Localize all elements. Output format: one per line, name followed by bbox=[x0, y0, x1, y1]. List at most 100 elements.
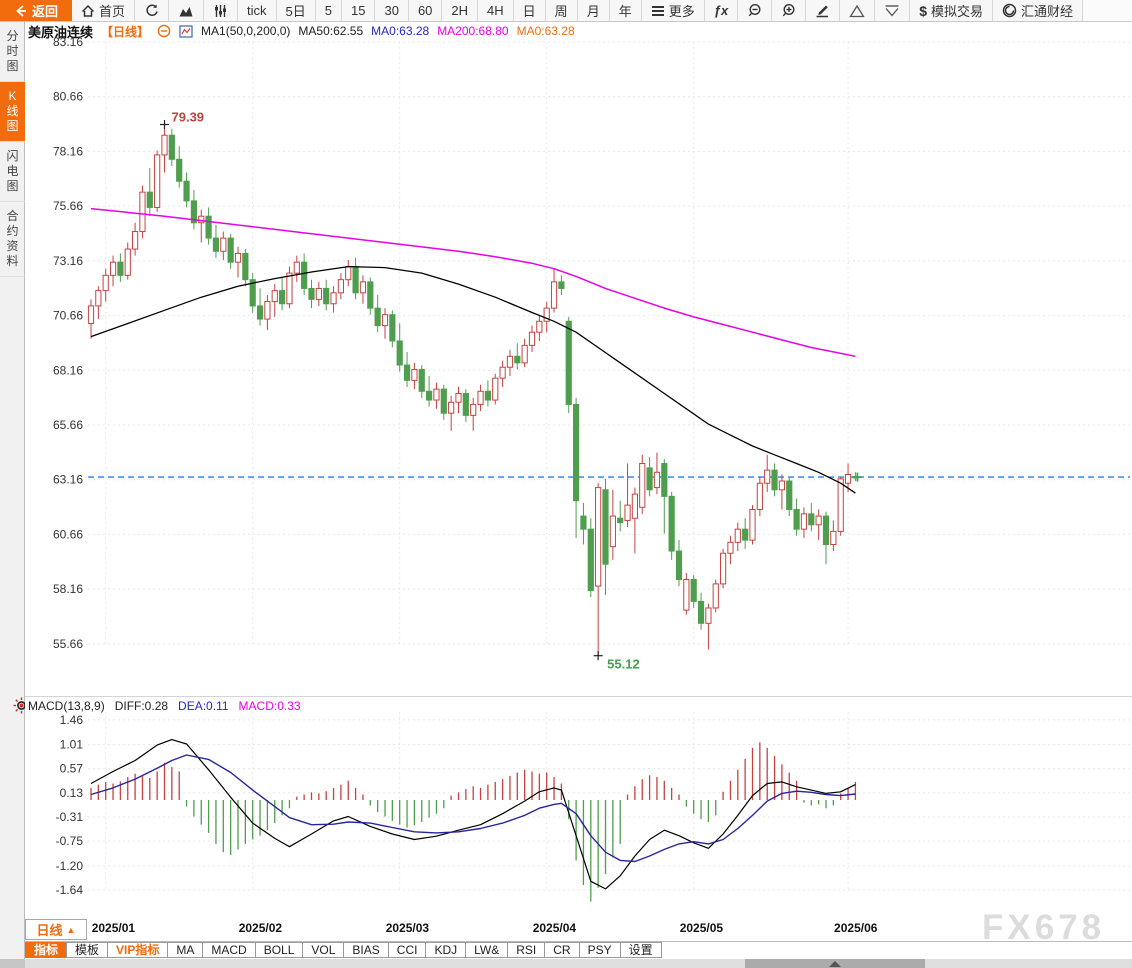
indicator-tab-指标[interactable]: 指标 bbox=[25, 942, 68, 958]
indicator-tab-CR[interactable]: CR bbox=[544, 942, 580, 958]
sidebar-item-time-share[interactable]: 分时图 bbox=[0, 22, 25, 82]
candle-body bbox=[455, 392, 462, 403]
toolbar-5d-button[interactable]: 5日 bbox=[276, 0, 316, 21]
candle-body bbox=[602, 489, 609, 565]
candle-body bbox=[124, 248, 131, 276]
candle-body bbox=[624, 504, 631, 521]
brand-icon bbox=[1002, 3, 1017, 18]
macd-name: MACD(13,8,9) bbox=[28, 699, 105, 713]
period-selector-label: 日线 bbox=[36, 923, 63, 938]
toolbar-tick-button[interactable]: tick bbox=[238, 0, 277, 21]
indicator-tab-RSI[interactable]: RSI bbox=[507, 942, 546, 958]
ma-legend-icon[interactable] bbox=[179, 24, 193, 38]
toolbar-sim-trade-button[interactable]: $ 模拟交易 bbox=[910, 0, 994, 21]
candle-body bbox=[227, 237, 234, 263]
indicator-tab-MA[interactable]: MA bbox=[167, 942, 204, 958]
toolbar-year-button[interactable]: 年 bbox=[609, 0, 642, 21]
candle-body bbox=[830, 530, 837, 546]
candle-body bbox=[587, 528, 594, 591]
horizontal-scrollbar[interactable] bbox=[0, 959, 1132, 968]
indicator-tab-MACD[interactable]: MACD bbox=[202, 942, 256, 958]
indicator-tab-PSY[interactable]: PSY bbox=[578, 942, 621, 958]
scrollbar-thumb[interactable] bbox=[745, 959, 925, 968]
toolbar-min60-button[interactable]: 60 bbox=[408, 0, 443, 21]
toolbar-zoom-in-button[interactable] bbox=[772, 0, 807, 21]
indicator-tab-BIAS[interactable]: BIAS bbox=[343, 942, 389, 958]
indicator-toolbar: 指标 模板 VIP指标 MA MACD BOLL VOL BIAS CCI KDJ LW& RSI CR… bbox=[25, 942, 1132, 959]
candle-body bbox=[697, 600, 705, 624]
x-axis-label: 2025/03 bbox=[385, 921, 430, 935]
toolbar-min5-button[interactable]: 5 bbox=[315, 0, 342, 21]
toolbar-h2-button[interactable]: 2H bbox=[442, 0, 479, 21]
indicator-tab-模板[interactable]: 模板 bbox=[66, 942, 109, 958]
toolbar-triangle-down-button[interactable] bbox=[875, 0, 911, 21]
toolbar-back-button[interactable]: 返回 bbox=[0, 0, 73, 21]
toolbar-day-label: 日 bbox=[522, 4, 536, 19]
sidebar-item-contract-info[interactable]: 合约资料 bbox=[0, 202, 25, 277]
indicator-tab-BOLL[interactable]: BOLL bbox=[254, 942, 304, 958]
toolbar-fx678-brand-button[interactable]: 汇通财经 bbox=[993, 0, 1084, 21]
candle-body bbox=[470, 403, 477, 416]
chart-canvas[interactable]: 83.16 80.66 78.16 75.66 73.16 70.66 68.16 65.66… bbox=[25, 22, 1132, 918]
toolbar-refresh-button[interactable] bbox=[135, 0, 170, 21]
macd-dea-line bbox=[90, 754, 856, 863]
toolbar-tick-label: tick bbox=[247, 3, 267, 18]
toolbar-home-button[interactable]: 首页 bbox=[72, 0, 136, 21]
candle-body bbox=[675, 550, 683, 581]
candle-body bbox=[653, 471, 661, 489]
y-axis-label: 70.66 bbox=[53, 309, 83, 323]
sidebar-item-label: K线图 bbox=[6, 89, 19, 133]
toolbar-area-chart-button[interactable] bbox=[169, 0, 205, 21]
candle-body bbox=[190, 200, 198, 224]
toolbar-min30-label: 30 bbox=[384, 3, 399, 18]
candle-body bbox=[205, 215, 212, 239]
toolbar-zoom-out-button[interactable] bbox=[738, 0, 773, 21]
candle-body bbox=[440, 388, 447, 414]
indicator-tab-VIP指标[interactable]: VIP指标 bbox=[107, 942, 169, 958]
toolbar-candle-settings-button[interactable] bbox=[204, 0, 239, 21]
indicator-tab-CCI[interactable]: CCI bbox=[387, 942, 427, 958]
period-selector-button[interactable]: 日线 ▲ bbox=[25, 919, 87, 940]
toolbar-triangle-up-button[interactable] bbox=[840, 0, 876, 21]
y-axis-label: 83.16 bbox=[53, 35, 83, 49]
toolbar-sim-trade-label: 模拟交易 bbox=[931, 4, 984, 19]
candle-body bbox=[764, 469, 771, 484]
indicator-tab-设置[interactable]: 设置 bbox=[619, 942, 662, 958]
candle-body bbox=[646, 467, 653, 491]
toolbar-h4-button[interactable]: 4H bbox=[478, 0, 514, 21]
toolbar-year-label: 年 bbox=[618, 4, 632, 19]
macd-diff-line bbox=[90, 738, 856, 890]
ma0-blue-value: MA0:63.28 bbox=[371, 24, 430, 38]
toolbar-fx-tools-button[interactable]: ƒx bbox=[704, 0, 739, 21]
toolbar-draw-button[interactable] bbox=[806, 0, 841, 21]
macd-header: MACD(13,8,9) DIFF:0.28 DEA:0.11 MACD:0.3… bbox=[28, 698, 301, 714]
collapse-circle-icon[interactable] bbox=[157, 24, 171, 38]
candle-body bbox=[720, 552, 727, 585]
triangle-up-icon bbox=[849, 4, 865, 18]
toolbar-min5-label: 5 bbox=[324, 3, 332, 18]
candle-body bbox=[389, 314, 396, 342]
toolbar-min15-button[interactable]: 15 bbox=[342, 0, 376, 21]
candle-body bbox=[168, 134, 175, 160]
toolbar-month-button[interactable]: 月 bbox=[577, 0, 610, 21]
toolbar-min30-button[interactable]: 30 bbox=[375, 0, 409, 21]
candle-body bbox=[264, 301, 271, 320]
macd-axis-label: -0.75 bbox=[56, 834, 84, 848]
toolbar-week-button[interactable]: 周 bbox=[545, 0, 578, 21]
candle-body bbox=[161, 134, 168, 156]
candle-body bbox=[668, 495, 675, 552]
high-annotation: 79.39 bbox=[172, 110, 205, 125]
toolbar-day-button[interactable]: 日 bbox=[513, 0, 546, 21]
indicator-tab-LW&[interactable]: LW& bbox=[465, 942, 509, 958]
toolbar-month-label: 月 bbox=[586, 4, 600, 19]
ma-group-label: MA1(50,0,200,0) bbox=[201, 24, 291, 38]
candle-body bbox=[484, 390, 491, 401]
y-axis-label: 58.16 bbox=[53, 582, 83, 596]
sidebar-item-label: 合约资料 bbox=[6, 209, 19, 268]
macd-hist-value: MACD:0.33 bbox=[238, 699, 301, 713]
sidebar-item-lightning[interactable]: 闪电图 bbox=[0, 142, 25, 202]
indicator-tab-VOL[interactable]: VOL bbox=[302, 942, 345, 958]
sidebar-item-kline[interactable]: K线图 bbox=[0, 82, 25, 142]
indicator-tab-KDJ[interactable]: KDJ bbox=[425, 942, 467, 958]
toolbar-more-button[interactable]: 更多 bbox=[641, 0, 705, 21]
